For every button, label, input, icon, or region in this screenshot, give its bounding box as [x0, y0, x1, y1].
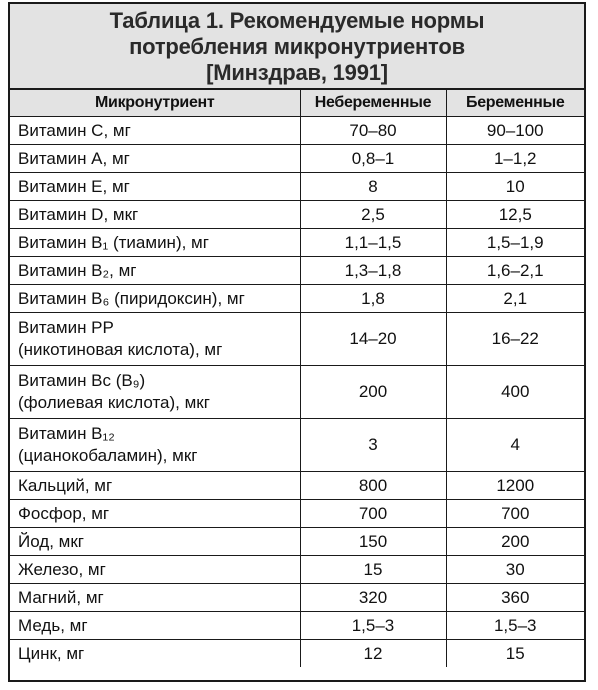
cell-micronutrient: Витамин B₁ (тиамин), мг: [10, 228, 301, 257]
cell-non-pregnant: 800: [299, 471, 447, 500]
table-title-line-3: [Минздрав, 1991]: [206, 60, 388, 85]
table-row: Витамин Вс (B₉) (фолиевая кислота), мкг 20…: [10, 365, 584, 419]
cell-pregnant: 700: [445, 499, 584, 528]
cell-non-pregnant: 320: [299, 583, 447, 612]
table-row: Витамин РР (никотиновая кислота), мг 14–20…: [10, 312, 584, 366]
micronutrient-name-line: Магний, мг: [18, 587, 104, 607]
micronutrient-name-line: Витамин B₂, мг: [18, 260, 137, 280]
cell-non-pregnant: 700: [299, 499, 447, 528]
cell-non-pregnant: 0,8–1: [299, 144, 447, 173]
table-row: Медь, мг 1,5–3 1,5–3: [10, 611, 584, 640]
table-row: Витамин Е, мг 8 10: [10, 172, 584, 201]
cell-micronutrient: Витамин Вс (B₉) (фолиевая кислота), мкг: [10, 365, 301, 419]
cell-micronutrient: Цинк, мг: [10, 639, 301, 667]
cell-non-pregnant: 3: [299, 418, 447, 472]
micronutrient-name-line: Фосфор, мг: [18, 503, 110, 523]
cell-pregnant: 2,1: [445, 284, 584, 313]
table-header-row: Микронутриент Небеременные Беременные: [10, 90, 584, 117]
cell-non-pregnant: 8: [299, 172, 447, 201]
cell-pregnant: 12,5: [445, 200, 584, 229]
micronutrient-name-line: Витамин РР: [18, 318, 114, 337]
cell-non-pregnant: 12: [299, 639, 447, 667]
cell-micronutrient: Витамин А, мг: [10, 144, 301, 173]
micronutrient-name-line: Йод, мкг: [18, 531, 84, 551]
cell-micronutrient: Магний, мг: [10, 583, 301, 612]
cell-pregnant: 1–1,2: [445, 144, 584, 173]
cell-non-pregnant: 70–80: [299, 116, 447, 145]
cell-micronutrient: Кальций, мг: [10, 471, 301, 500]
cell-micronutrient: Фосфор, мг: [10, 499, 301, 528]
cell-micronutrient: Железо, мг: [10, 555, 301, 584]
cell-micronutrient: Йод, мкг: [10, 527, 301, 556]
micronutrient-name-line: Витамин С, мг: [18, 120, 131, 140]
table-row: Кальций, мг 800 1200: [10, 471, 584, 500]
table-row: Цинк, мг 12 15: [10, 639, 584, 667]
cell-micronutrient: Витамин Е, мг: [10, 172, 301, 201]
cell-pregnant: 1,5–3: [445, 611, 584, 640]
table-row: Витамин D, мкг 2,5 12,5: [10, 200, 584, 229]
micronutrient-name-line: Железо, мг: [18, 559, 106, 579]
micronutrient-name-line: Цинк, мг: [18, 643, 85, 663]
cell-non-pregnant: 200: [299, 365, 447, 419]
micronutrient-name-line: (цианокобаламин), мкг: [18, 446, 198, 465]
cell-micronutrient: Витамин D, мкг: [10, 200, 301, 229]
cell-pregnant: 1,6–2,1: [445, 256, 584, 285]
cell-pregnant: 10: [445, 172, 584, 201]
micronutrient-name-line: Медь, мг: [18, 615, 88, 635]
micronutrient-name-line: Витамин B₁₂: [18, 424, 115, 443]
cell-pregnant: 16–22: [445, 312, 584, 366]
table-title-line-1: Таблица 1. Рекомендуемые нормы: [109, 8, 485, 33]
table-row: Витамин С, мг 70–80 90–100: [10, 116, 584, 145]
table-row: Фосфор, мг 700 700: [10, 499, 584, 528]
micronutrient-name-line: Витамин А, мг: [18, 148, 130, 168]
nutrient-table: Микронутриент Небеременные Беременные Ви…: [10, 90, 584, 667]
table-title: Таблица 1. Рекомендуемые нормы потреблен…: [10, 4, 584, 90]
table-body: Витамин С, мг 70–80 90–100 Витамин А, мг 0,8…: [10, 116, 584, 667]
cell-micronutrient: Витамин B₂, мг: [10, 256, 301, 285]
cell-micronutrient: Витамин РР (никотиновая кислота), мг: [10, 312, 301, 366]
cell-non-pregnant: 2,5: [299, 200, 447, 229]
column-header-non-pregnant: Небеременные: [299, 90, 447, 117]
cell-micronutrient: Витамин B₁₂ (цианокобаламин), мкг: [10, 418, 301, 472]
table-row: Витамин B₆ (пиридоксин), мг 1,8 2,1: [10, 284, 584, 313]
table-row: Витамин B₁ (тиамин), мг 1,1–1,5 1,5–1,9: [10, 228, 584, 257]
micronutrient-name-line: Витамин D, мкг: [18, 204, 139, 224]
cell-pregnant: 400: [445, 365, 584, 419]
micronutrient-name-line: Витамин Е, мг: [18, 176, 130, 196]
cell-micronutrient: Витамин B₆ (пиридоксин), мг: [10, 284, 301, 313]
table-row: Железо, мг 15 30: [10, 555, 584, 584]
cell-non-pregnant: 150: [299, 527, 447, 556]
cell-micronutrient: Медь, мг: [10, 611, 301, 640]
table-row: Йод, мкг 150 200: [10, 527, 584, 556]
table-row: Витамин B₁₂ (цианокобаламин), мкг 3 4: [10, 418, 584, 472]
cell-pregnant: 1200: [445, 471, 584, 500]
cell-pregnant: 15: [445, 639, 584, 667]
cell-non-pregnant: 1,3–1,8: [299, 256, 447, 285]
cell-non-pregnant: 15: [299, 555, 447, 584]
table-row: Магний, мг 320 360: [10, 583, 584, 612]
column-header-pregnant: Беременные: [445, 90, 584, 117]
cell-non-pregnant: 1,1–1,5: [299, 228, 447, 257]
table-row: Витамин А, мг 0,8–1 1–1,2: [10, 144, 584, 173]
micronutrient-name-line: Кальций, мг: [18, 475, 113, 495]
micronutrient-name-line: Витамин B₆ (пиридоксин), мг: [18, 288, 245, 308]
table-row: Витамин B₂, мг 1,3–1,8 1,6–2,1: [10, 256, 584, 285]
cell-non-pregnant: 14–20: [299, 312, 447, 366]
micronutrient-name-line: Витамин Вс (B₉): [18, 371, 146, 390]
cell-pregnant: 30: [445, 555, 584, 584]
cell-pregnant: 360: [445, 583, 584, 612]
micronutrient-name-line: (никотиновая кислота), мг: [18, 340, 223, 359]
cell-pregnant: 1,5–1,9: [445, 228, 584, 257]
cell-non-pregnant: 1,5–3: [299, 611, 447, 640]
cell-pregnant: 4: [445, 418, 584, 472]
cell-pregnant: 200: [445, 527, 584, 556]
table-title-line-2: потребления микронутриентов: [129, 34, 465, 59]
cell-pregnant: 90–100: [445, 116, 584, 145]
micronutrient-name-line: (фолиевая кислота), мкг: [18, 393, 210, 412]
nutrient-table-frame: Таблица 1. Рекомендуемые нормы потреблен…: [8, 2, 586, 682]
micronutrient-name-line: Витамин B₁ (тиамин), мг: [18, 232, 209, 252]
cell-non-pregnant: 1,8: [299, 284, 447, 313]
cell-micronutrient: Витамин С, мг: [10, 116, 301, 145]
column-header-micronutrient: Микронутриент: [10, 90, 301, 117]
